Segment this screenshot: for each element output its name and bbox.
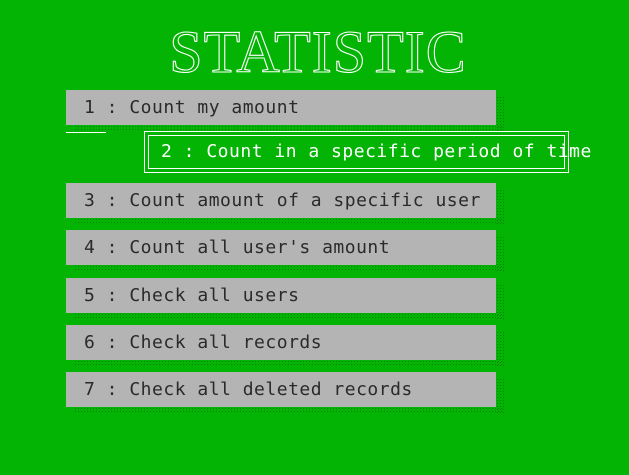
menu-item-label: 6 : Check all records (84, 332, 323, 353)
menu-item-count-specific-period[interactable]: 2 : Count in a specific period of time (144, 131, 591, 173)
menu-item-check-all-users[interactable]: 5 : Check all users (66, 278, 504, 320)
menu-item-label: 7 : Check all deleted records (84, 379, 413, 400)
page-title: STATISTIC (0, 18, 629, 82)
menu-item-check-all-records[interactable]: 6 : Check all records (66, 325, 504, 367)
menu-item-label: 3 : Count amount of a specific user (84, 190, 481, 211)
menu-item-check-deleted-records[interactable]: 7 : Check all deleted records (66, 372, 504, 414)
menu-item-label: 2 : Count in a specific period of time (148, 135, 591, 169)
menu-item-count-specific-user[interactable]: 3 : Count amount of a specific user (66, 183, 504, 225)
menu-item-label: 1 : Count my amount (84, 97, 300, 118)
page-title-text: STATISTIC (169, 19, 467, 82)
menu-item-count-all-users-amount[interactable]: 4 : Count all user's amount (66, 230, 504, 272)
menu-item-count-my-amount[interactable]: 1 : Count my amount (66, 90, 504, 132)
selection-connector (66, 132, 106, 133)
menu-item-label: 5 : Check all users (84, 285, 300, 306)
menu-item-label: 4 : Count all user's amount (84, 237, 391, 258)
